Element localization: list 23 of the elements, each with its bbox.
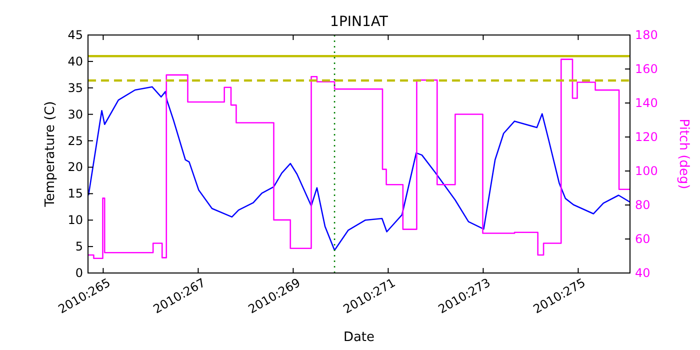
y-tick-label: 35 [68, 80, 83, 95]
y-tick-label: 20 [68, 160, 83, 174]
y2-tick-label: 120 [635, 130, 658, 144]
y-tick-label: 5 [75, 240, 83, 254]
y-tick-label: 10 [68, 213, 83, 228]
y-tick-label: 40 [68, 54, 83, 68]
chart-title: 1PIN1AT [330, 14, 388, 30]
y-tick-label: 15 [68, 186, 83, 201]
y2-tick-label: 80 [635, 198, 650, 212]
y2-tick-label: 180 [635, 28, 658, 42]
y2-tick-label: 160 [635, 62, 658, 76]
y-axis-title: Temperature (C) [43, 101, 58, 208]
y-tick-label: 0 [75, 266, 83, 280]
line-series [88, 86, 630, 251]
x-axis-title: Date [343, 330, 375, 345]
y-tick-label: 45 [68, 28, 83, 42]
y2-tick-label: 100 [635, 164, 658, 178]
y-tick-label: 25 [68, 134, 83, 148]
y2-tick-label: 40 [635, 266, 650, 280]
y-tick-label: 30 [68, 107, 83, 122]
y2-axis-title: Pitch (deg) [676, 118, 691, 190]
y2-tick-label: 140 [635, 96, 658, 110]
y2-tick-label: 60 [635, 232, 650, 246]
